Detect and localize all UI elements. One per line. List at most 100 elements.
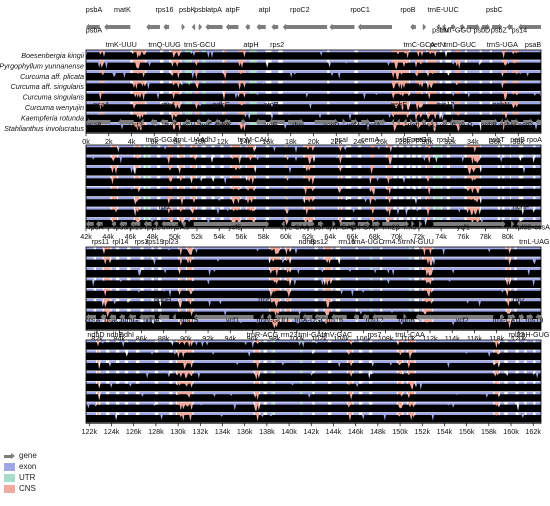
gene-label: psbA [86, 26, 103, 35]
gene-label: psaJ [422, 121, 438, 130]
gene-label: ndhK [215, 121, 232, 130]
gene-label: ndhD [87, 330, 104, 339]
gene-arrow [467, 23, 480, 31]
exon-band [95, 247, 103, 331]
gene-label: trnT-UGU [165, 121, 196, 130]
gene-label: trnS-GGA [146, 135, 178, 144]
gene-label: rps19 [146, 237, 164, 246]
tick-label: 54k [213, 232, 225, 241]
cns-band [103, 247, 111, 331]
gene-label: ycf1 [457, 223, 470, 232]
panel-frame [85, 246, 542, 331]
gene-label: ps14 [512, 26, 528, 35]
utr-swatch [4, 473, 15, 482]
tick-label: 24k [353, 137, 365, 146]
gene-label: ndhG [120, 316, 138, 325]
tick-label: 76k [458, 232, 470, 241]
identity-trace [86, 52, 541, 60]
identity-trace [86, 270, 541, 278]
tick-label: 36k [490, 137, 502, 146]
gene-label: ccsA [85, 316, 101, 325]
gene-label: trnL-CAA [395, 330, 425, 339]
gene-arrow [193, 313, 254, 321]
cns-band [397, 340, 403, 424]
cns-band [186, 247, 193, 331]
exon-band [181, 247, 186, 331]
gene-arrow [287, 118, 304, 126]
gene-arrow [314, 313, 328, 321]
gene-label: psaB [86, 121, 103, 130]
tick-label: 68k [369, 232, 381, 241]
gene-arrow [372, 313, 397, 321]
gene-arrow [191, 23, 196, 31]
tick-label: 56k [236, 232, 248, 241]
legend-utr: UTR [4, 472, 64, 483]
identity-trace [86, 199, 541, 207]
legend-cns: CNS [4, 483, 64, 494]
identity-trace [86, 259, 541, 268]
gene-label: accD [323, 121, 339, 130]
gene-label: psbA [86, 5, 103, 14]
gene-label: trnV-GAC [326, 223, 357, 232]
gene-arrow [150, 118, 158, 126]
gene-arrow [86, 23, 100, 31]
tick-label: 138k [259, 427, 275, 436]
gene-label: rrn4.5 [383, 237, 402, 246]
tick-label: 74k [435, 232, 447, 241]
gene-arrow [421, 118, 426, 126]
tick-label: 122k [82, 427, 98, 436]
gene-arrow [436, 23, 440, 31]
exon-band [153, 247, 159, 331]
gene-arrow [172, 313, 176, 321]
species-label: Stahlianthus involucratus [4, 124, 84, 133]
gene-label: trnR-ACG [247, 330, 279, 339]
gene-arrow [314, 118, 338, 126]
identity-trace [86, 342, 541, 350]
gene-arrow [481, 23, 490, 31]
gene-arrow [340, 220, 356, 228]
gene-label: trnI-GAU [298, 330, 326, 339]
gene-arrow [415, 313, 494, 321]
gene-arrow [86, 220, 94, 228]
tick-label: 124k [104, 427, 120, 436]
gene-arrow [418, 220, 423, 228]
gene-label: ndhB [398, 316, 415, 325]
gene-arrow [362, 313, 369, 321]
gene-arrow [450, 118, 465, 126]
gene-arrow [353, 313, 359, 321]
gene-arrow [507, 313, 516, 321]
tick-label: 100k [289, 334, 305, 343]
gene-label: trnN-GUU [402, 237, 434, 246]
tick-label: 12k [217, 137, 229, 146]
tick-label: 134k [215, 427, 231, 436]
tick-label: 144k [326, 427, 342, 436]
cns-swatch [4, 484, 15, 493]
gene-label: rpoC1 [350, 5, 370, 14]
gene-arrow [193, 220, 270, 228]
legend-cns-label: CNS [19, 484, 36, 493]
gene-arrow [163, 23, 170, 31]
gene-label: rpl23 [509, 330, 525, 339]
gene-label: petN [430, 40, 445, 49]
gene-label: rrn5 [404, 223, 417, 232]
exon-band [511, 247, 515, 331]
gene-label: trnA-UGC [294, 316, 326, 325]
exon-band [109, 340, 116, 424]
gene-label: rpl16 [127, 223, 143, 232]
tick-label: 142k [303, 427, 319, 436]
gene-label: rps3 [134, 237, 148, 246]
exon-band [281, 247, 285, 331]
gene-label: ndhJ [200, 135, 216, 144]
gene-arrow [535, 313, 541, 321]
tick-label: 162k [525, 427, 541, 436]
identity-trace [86, 394, 541, 402]
gene-label: ndhE [106, 330, 123, 339]
identity-trace [86, 209, 541, 218]
gene-label: ndhB [298, 237, 315, 246]
gene-label: cemA [361, 135, 380, 144]
tick-label: 32k [444, 137, 456, 146]
tick-label: 132k [193, 427, 209, 436]
tick-label: 82k [91, 334, 103, 343]
identity-trace [86, 62, 541, 71]
